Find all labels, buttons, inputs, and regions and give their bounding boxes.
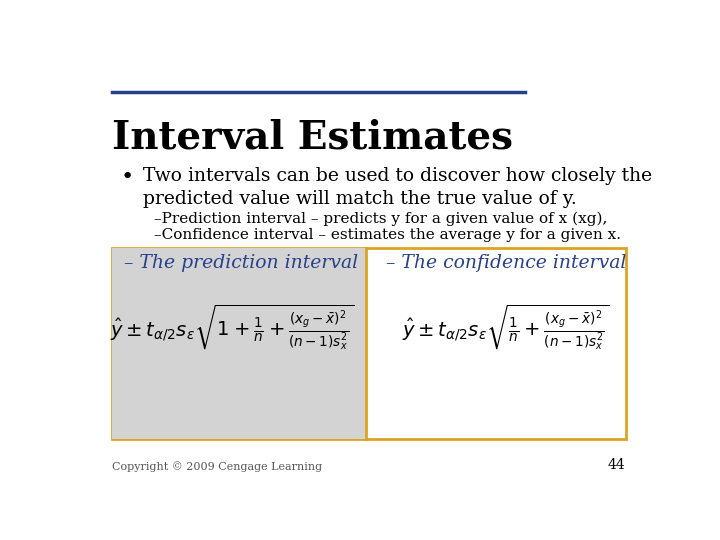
Bar [112,248,626,439]
Text: Two intervals can be used to discover how closely the: Two intervals can be used to discover ho… [143,167,652,185]
Text: Interval Estimates: Interval Estimates [112,119,513,157]
Text: – The prediction interval: – The prediction interval [124,254,358,272]
Text: –Prediction interval – predicts y for a given value of x (xg),: –Prediction interval – predicts y for a … [154,211,608,226]
Text: Copyright © 2009 Cengage Learning: Copyright © 2009 Cengage Learning [112,462,323,472]
Text: – The confidence interval: – The confidence interval [385,254,626,272]
Text: 44: 44 [608,458,626,472]
Bar [112,248,366,439]
Text: –Confidence interval – estimates the average y for a given x.: –Confidence interval – estimates the ave… [154,228,621,242]
Text: predicted value will match the true value of y.: predicted value will match the true valu… [143,190,577,207]
Text: $\hat{y} \pm t_{\alpha/2} s_{\varepsilon} \sqrt{1 + \frac{1}{n} + \frac{(x_g - \: $\hat{y} \pm t_{\alpha/2} s_{\varepsilon… [110,302,354,352]
Text: $\hat{y} \pm t_{\alpha/2} s_{\varepsilon} \sqrt{\frac{1}{n} + \frac{(x_g - \bar{: $\hat{y} \pm t_{\alpha/2} s_{\varepsilon… [402,302,610,352]
Text: •: • [121,167,134,187]
